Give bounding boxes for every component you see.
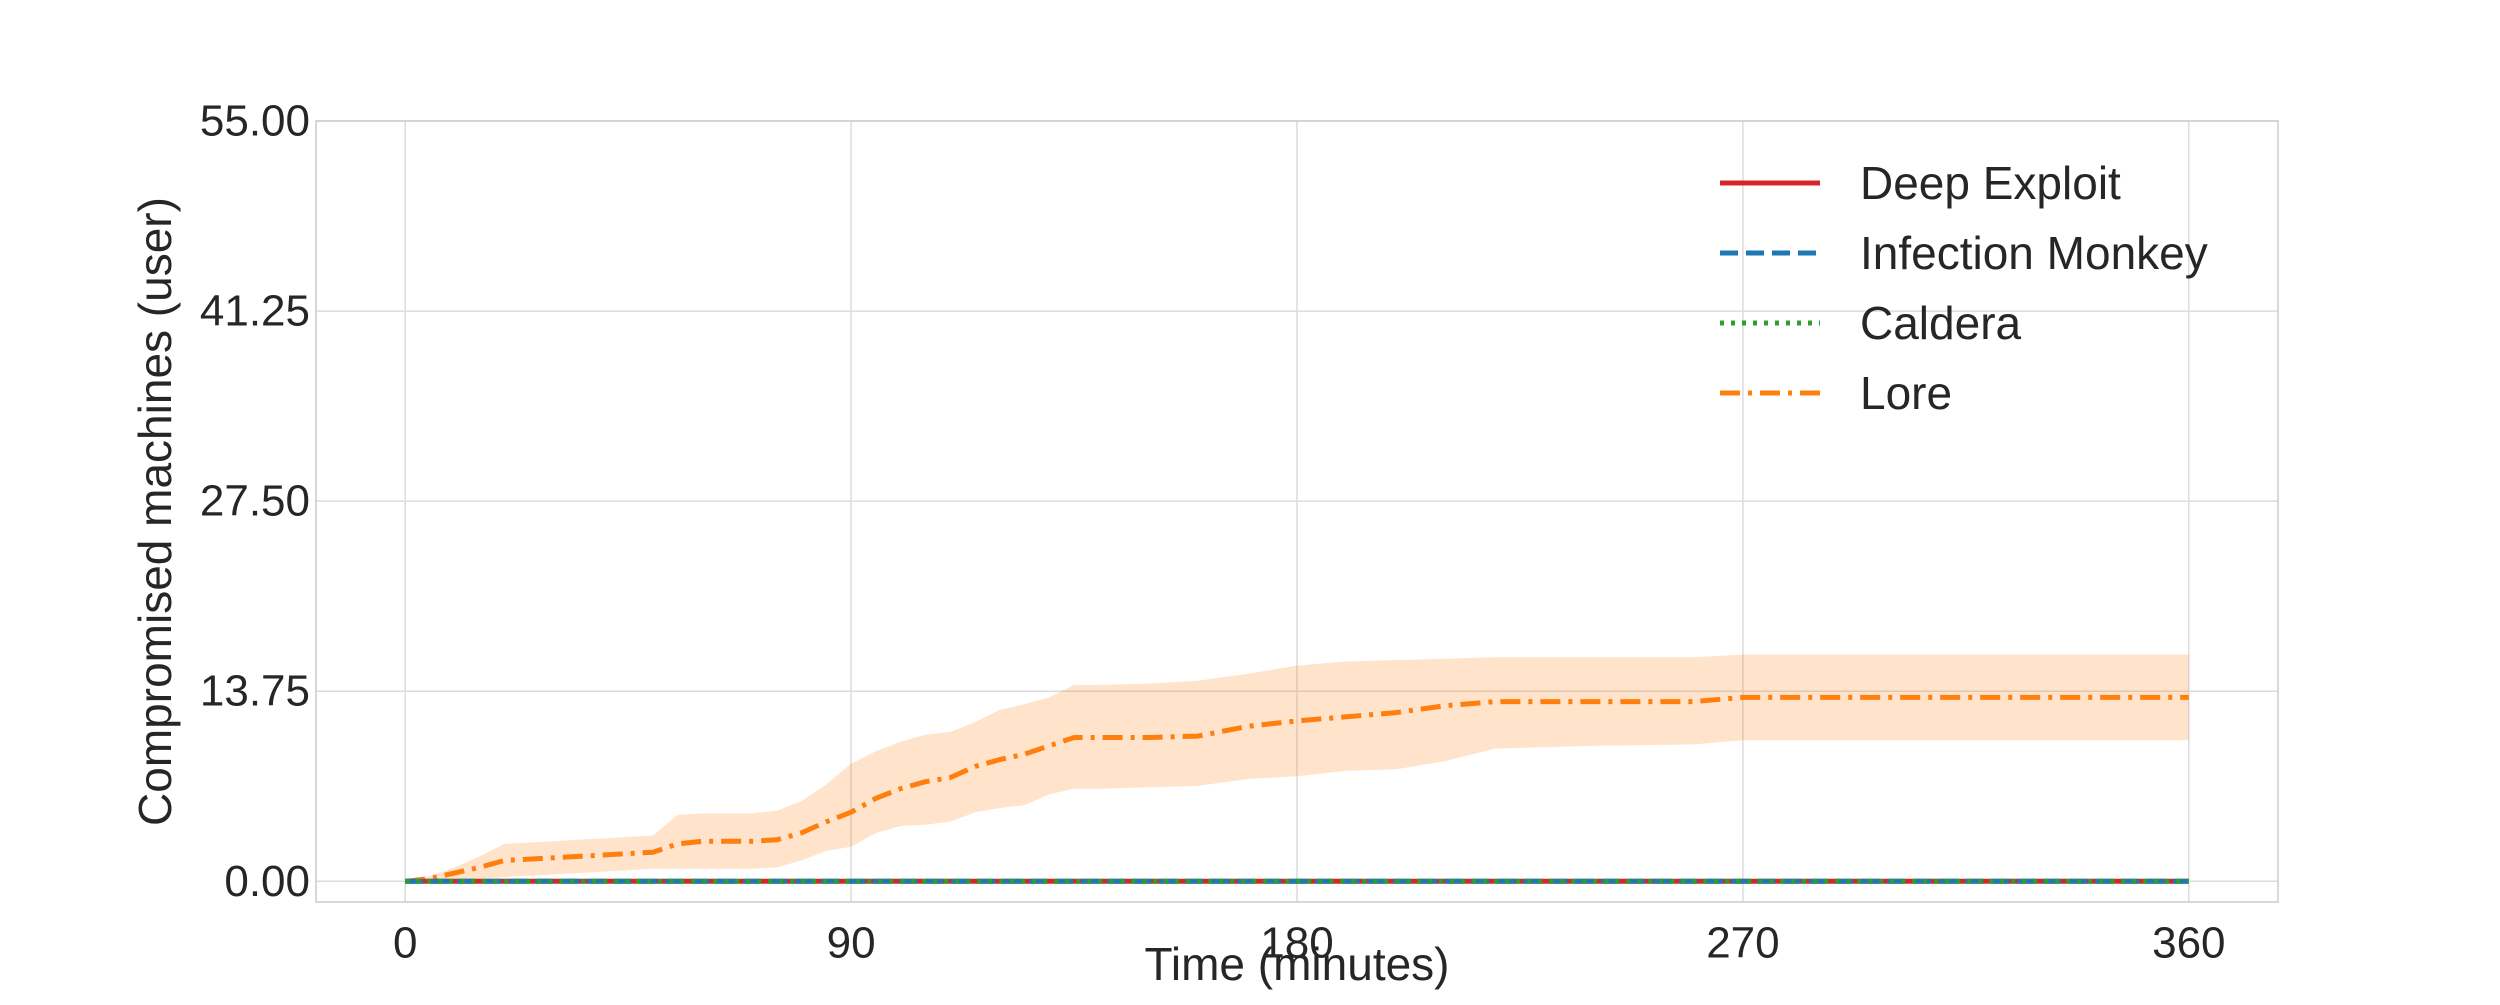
x-tick-label: 270 [1706,919,1779,968]
y-tick-label: 27.50 [200,477,310,526]
x-tick-labels: 0 90 180 270 360 [393,919,2226,968]
axes [315,120,2279,903]
x-axis-label: Time (minutes) [1145,938,1450,990]
y-tick-label: 13.75 [200,667,310,716]
y-tick-label: 0.00 [224,857,310,906]
y-tick-label: 41.25 [200,287,310,336]
y-tick-labels: 0.00 13.75 27.50 41.25 55.00 [200,97,310,906]
legend-label: Infection Monkey [1860,227,2208,279]
series-line [404,694,2189,884]
confidence-band [405,654,2189,882]
confidence-bands [405,654,2189,882]
x-tick-label: 180 [1260,919,1333,968]
legend-label: Caldera [1860,297,2022,349]
y-axis-label: Compromised machines (user) [129,197,181,826]
x-tick-label: 360 [2152,919,2225,968]
plot-area-frame [315,120,2279,903]
y-tick-label: 55.00 [200,97,310,146]
series-lines [404,694,2189,884]
x-tick-label: 90 [827,919,876,968]
legend: Deep Exploit Infection Monkey Caldera Lore [1720,157,2208,419]
legend-label: Deep Exploit [1860,157,2121,209]
x-tick-label: 0 [393,919,417,968]
legend-label: Lore [1860,367,1952,419]
